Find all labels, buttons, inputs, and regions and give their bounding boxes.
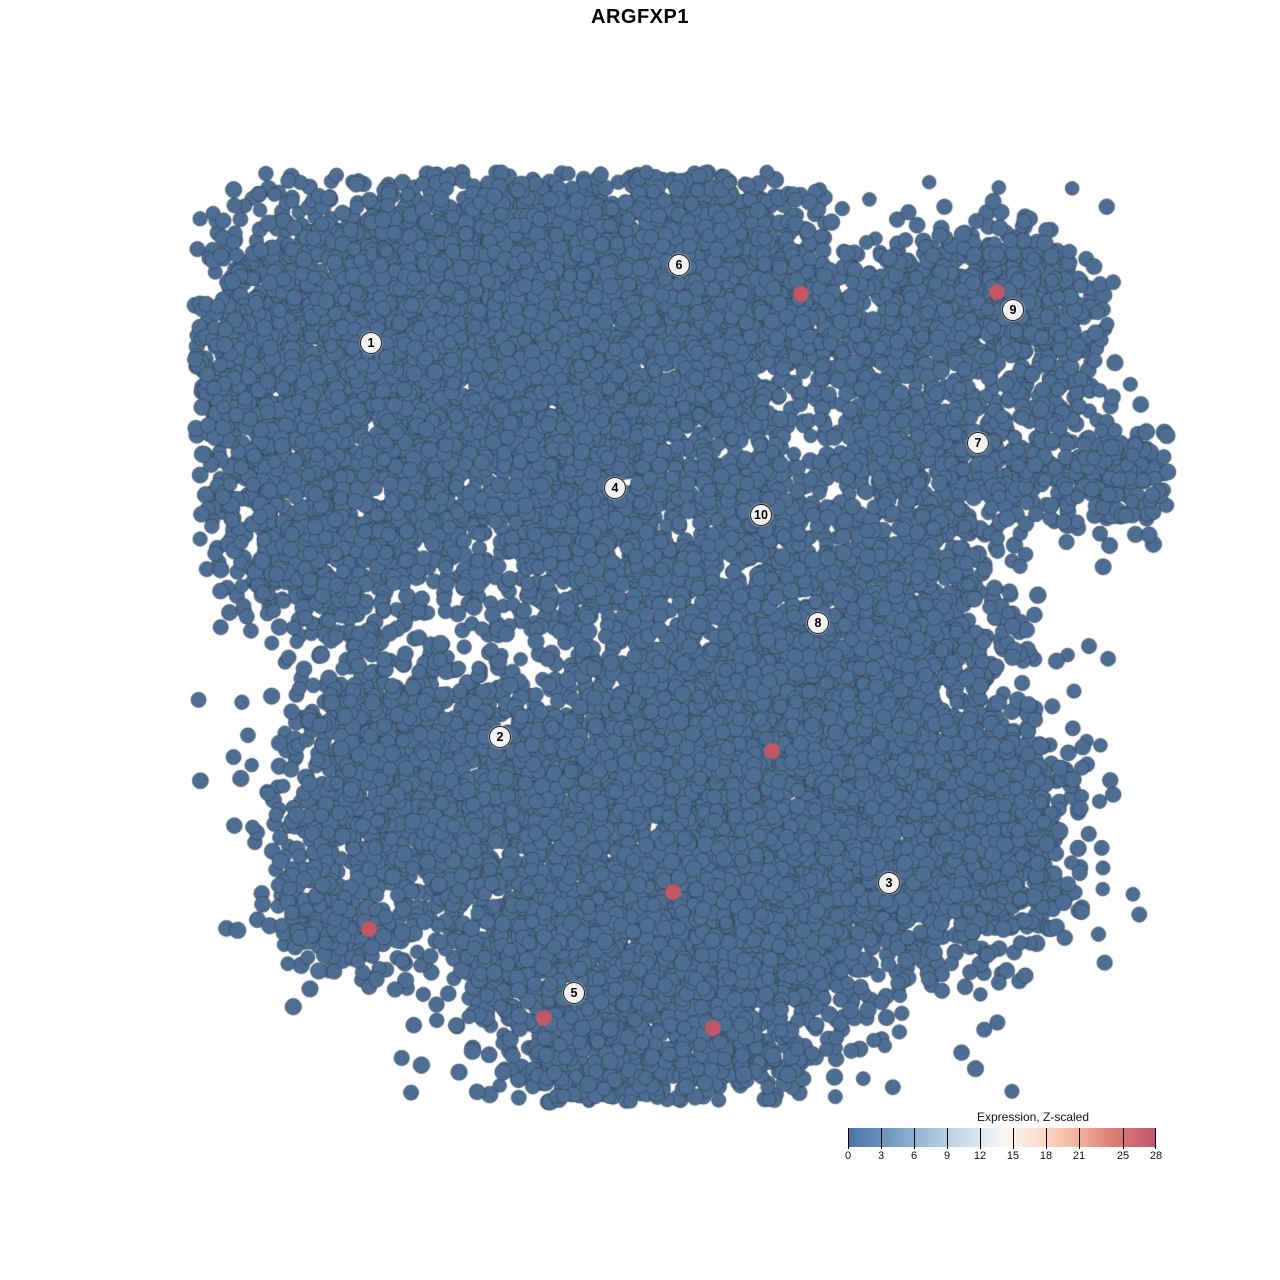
colorbar-tick-mark — [914, 1128, 915, 1149]
colorbar-tick-label: 0 — [844, 1150, 852, 1162]
colorbar-legend: Expression, Z-scaled 0 3 6 9 12 15 18 21 25 28 — [844, 1110, 1162, 1163]
colorbar-tick-label: 9 — [943, 1150, 951, 1162]
colorbar-tick-mark — [881, 1128, 882, 1149]
colorbar-tick-label: 18 — [1039, 1150, 1053, 1162]
colorbar-tick-mark — [848, 1128, 849, 1149]
colorbar-tick-mark — [1123, 1128, 1124, 1149]
colorbar-tick-labels: 0 3 6 9 12 15 18 21 25 28 — [844, 1147, 1162, 1163]
colorbar-tick-label: 12 — [973, 1150, 987, 1162]
colorbar-tick-mark — [1155, 1128, 1156, 1149]
colorbar-tick-label: 6 — [910, 1150, 918, 1162]
colorbar-tick-mark — [947, 1128, 948, 1149]
colorbar-tick-mark — [980, 1128, 981, 1149]
colorbar-tick-label: 28 — [1149, 1150, 1163, 1162]
colorbar-gradient — [848, 1128, 1156, 1149]
colorbar-tick-label: 15 — [1006, 1150, 1020, 1162]
colorbar-tick-label: 3 — [877, 1150, 885, 1162]
colorbar-tick-mark — [1013, 1128, 1014, 1149]
colorbar-tick-mark — [1079, 1128, 1080, 1149]
colorbar-tick-label: 25 — [1116, 1150, 1130, 1162]
colorbar-title: Expression, Z-scaled — [976, 1110, 1090, 1124]
colorbar-tick-label: 21 — [1072, 1150, 1086, 1162]
colorbar-tick-mark — [1046, 1128, 1047, 1149]
